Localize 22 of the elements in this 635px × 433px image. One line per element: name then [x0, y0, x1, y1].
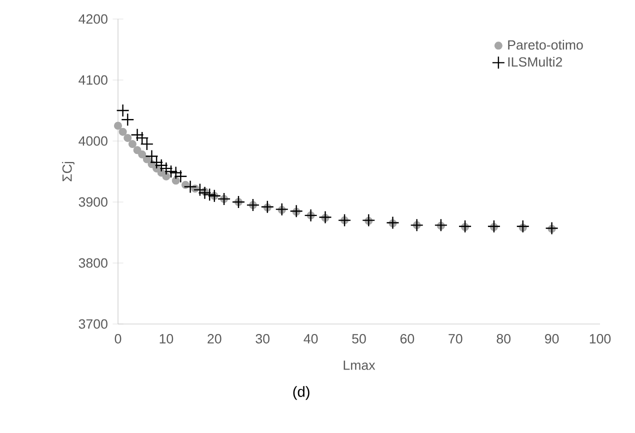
x-tick-label: 0: [114, 334, 122, 344]
y-tick-label: 4000: [78, 136, 108, 146]
y-tick-label: 3700: [78, 319, 108, 329]
y-tick-label: 3900: [78, 197, 108, 207]
text: (d): [293, 386, 310, 400]
x-tick-label: 100: [590, 334, 611, 344]
x-tick-label: 10: [160, 334, 174, 344]
x-tick-label: 90: [545, 334, 559, 344]
x-tick-label: 20: [208, 334, 222, 344]
x-tick-label: 70: [448, 334, 462, 344]
x-tick-label: 30: [256, 334, 270, 344]
x-tick-label: 60: [400, 334, 414, 344]
y-tick-label: 4100: [78, 75, 108, 85]
x-axis-title: Lmax: [344, 360, 376, 370]
y-axis-title: ΣCj: [62, 162, 74, 182]
y-tick-label: 3800: [78, 258, 108, 268]
legend-label: Pareto-otimo: [508, 40, 583, 50]
x-tick-label: 80: [496, 334, 510, 344]
legend-label: ILSMulti2: [508, 56, 562, 67]
x-tick-label: 50: [352, 334, 366, 344]
x-tick-label: 40: [304, 334, 318, 344]
y-tick-label: 4200: [78, 14, 108, 24]
